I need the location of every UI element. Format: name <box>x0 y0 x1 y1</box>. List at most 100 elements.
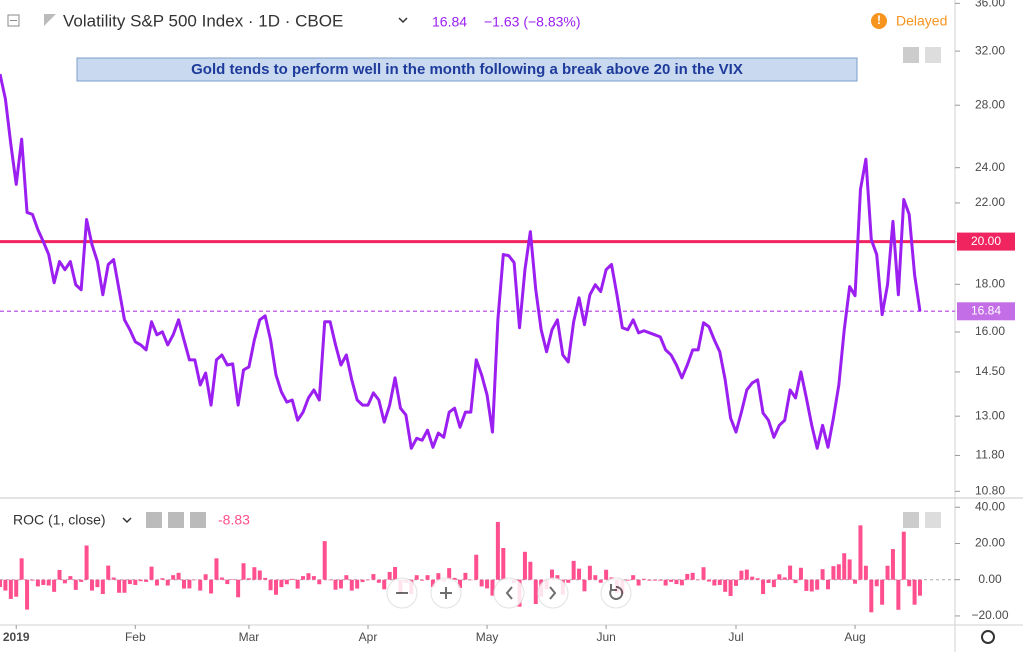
roc-bar <box>382 579 387 590</box>
roc-bar <box>127 579 132 585</box>
roc-bar <box>723 579 728 592</box>
roc-bar <box>739 570 744 580</box>
roc-bar <box>436 573 441 580</box>
scroll-left[interactable] <box>493 577 525 609</box>
roc-bar <box>165 579 170 586</box>
last-price: 16.84 <box>432 14 467 30</box>
roc-bar <box>100 579 105 595</box>
roc-bar <box>571 560 576 580</box>
indicator-title[interactable]: ROC (1, close) <box>13 512 106 528</box>
symbol-title[interactable]: Volatility S&P 500 Index · 1D · CBOE <box>63 11 343 30</box>
roc-bar <box>636 579 641 586</box>
roc-bar <box>750 576 755 580</box>
roc-bar <box>90 579 94 591</box>
x-tick-label: Jul <box>728 630 743 644</box>
dropdown-arrow[interactable] <box>398 17 408 24</box>
roc-bar <box>869 579 874 613</box>
price-label: 16.84 <box>971 303 1001 317</box>
x-tick-label: Mar <box>239 630 260 644</box>
indicator-button[interactable] <box>146 512 162 528</box>
roc-bar <box>555 575 560 580</box>
roc-bar <box>734 579 738 586</box>
reset-chart[interactable] <box>600 577 632 609</box>
roc-bar <box>533 579 538 604</box>
roc-bar <box>766 579 771 583</box>
scroll-right[interactable] <box>537 577 569 609</box>
roc-bar <box>847 559 852 580</box>
roc-bar <box>679 579 684 586</box>
roc-bar <box>631 575 636 580</box>
roc-bar <box>46 579 51 586</box>
roc-bar <box>836 564 841 580</box>
roc-bar <box>192 579 197 581</box>
roc-bar <box>685 573 690 580</box>
roc-bar <box>425 575 430 580</box>
roc-bar <box>328 579 333 581</box>
roc-bar <box>522 551 527 580</box>
roc-bar <box>84 545 89 580</box>
indicator-button[interactable] <box>190 512 206 528</box>
y-tick-label: 32.00 <box>975 43 1005 57</box>
roc-bar <box>701 567 706 580</box>
roc-bar <box>880 579 885 605</box>
y-tick-label: 0.00 <box>978 572 1002 586</box>
roc-bar <box>117 579 122 593</box>
roc-bar <box>8 579 13 599</box>
price-change: −1.63 (−8.83%) <box>484 14 581 30</box>
roc-bar <box>809 579 814 592</box>
indicator-button[interactable] <box>168 512 184 528</box>
roc-bar <box>896 579 901 610</box>
roc-bar <box>858 525 863 580</box>
roc-bar <box>490 579 495 596</box>
x-tick-label: Aug <box>844 630 865 644</box>
pane-button[interactable] <box>925 512 941 528</box>
roc-bar <box>322 541 327 580</box>
roc-bar <box>647 579 652 581</box>
roc-bar <box>728 579 733 597</box>
roc-bar <box>57 569 62 580</box>
roc-bar <box>209 579 214 594</box>
roc-bar <box>106 565 111 580</box>
roc-bar <box>458 579 462 589</box>
pane-button[interactable] <box>903 47 919 63</box>
roc-bar <box>782 577 787 580</box>
roc-bar <box>788 565 793 580</box>
roc-bar <box>68 576 73 580</box>
roc-bar <box>14 579 19 597</box>
roc-bar <box>468 579 473 581</box>
roc-bar <box>263 577 268 580</box>
roc-bar <box>73 579 78 590</box>
collapse-icon[interactable] <box>7 14 20 27</box>
y-tick-label: 16.00 <box>975 324 1005 338</box>
roc-bar <box>820 569 825 580</box>
dropdown-arrow[interactable] <box>122 517 132 524</box>
roc-bar <box>111 577 116 580</box>
roc-bar <box>604 569 609 580</box>
roc-bar <box>79 579 84 582</box>
roc-bar <box>344 575 349 580</box>
roc-bar <box>874 579 879 587</box>
roc-bar <box>290 578 295 580</box>
roc-bar <box>95 579 100 588</box>
pane-button[interactable] <box>925 47 941 63</box>
roc-bar <box>333 579 338 590</box>
settings-gear[interactable] <box>981 630 995 644</box>
roc-bar <box>52 579 57 592</box>
roc-bar <box>317 579 322 585</box>
roc-bar <box>360 579 365 583</box>
x-tick-label: 2019 <box>3 630 30 644</box>
roc-bar <box>912 579 917 605</box>
roc-bar <box>133 579 138 585</box>
roc-bar <box>593 575 598 580</box>
pane-button[interactable] <box>903 512 919 528</box>
roc-bar <box>30 579 35 581</box>
roc-bar <box>295 579 300 589</box>
roc-bar <box>376 579 381 583</box>
roc-bar <box>690 572 695 580</box>
roc-bar <box>430 579 435 588</box>
roc-bar <box>625 579 630 581</box>
roc-bar <box>842 553 847 580</box>
